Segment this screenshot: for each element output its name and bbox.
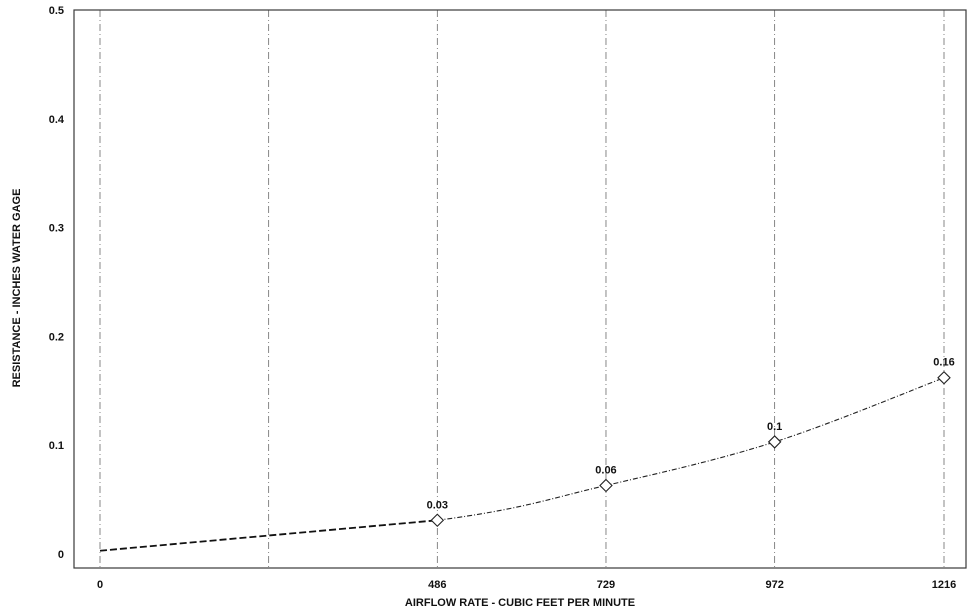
y-tick-label: 0 <box>58 549 64 561</box>
y-tick-label: 0.1 <box>49 440 64 452</box>
series-line <box>437 377 945 521</box>
tick-labels: 0 486 729 972 1216 0 0.1 0.2 0.3 0.4 0.5 <box>49 5 957 591</box>
data-point-marker <box>767 435 782 449</box>
series <box>99 370 951 552</box>
data-label: 0.1 <box>767 421 782 433</box>
x-tick-label: 0 <box>97 579 103 591</box>
x-tick-label: 1216 <box>932 579 956 591</box>
data-point-marker <box>599 478 613 493</box>
y-tick-label: 0.3 <box>49 223 64 235</box>
plot-frame <box>73 9 967 569</box>
data-label: 0.16 <box>933 357 954 369</box>
y-tick-label: 0.2 <box>49 331 64 343</box>
data-label: 0.03 <box>427 499 448 511</box>
y-tick-label: 0.5 <box>49 5 64 17</box>
data-point-marker <box>430 513 445 528</box>
data-label: 0.06 <box>595 464 616 476</box>
y-axis-title: RESISTANCE - INCHES WATER GAGE <box>11 189 23 388</box>
x-tick-label: 729 <box>597 579 615 591</box>
series-line-start <box>99 519 438 552</box>
x-tick-label: 972 <box>765 579 783 591</box>
x-axis-title: AIRFLOW RATE - CUBIC FEET PER MINUTE <box>405 597 635 609</box>
data-point-marker <box>937 370 951 385</box>
x-tick-label: 486 <box>428 579 446 591</box>
y-tick-label: 0.4 <box>49 114 65 126</box>
data-labels: 0.03 0.06 0.1 0.16 <box>427 357 955 512</box>
gridlines <box>99 10 945 568</box>
